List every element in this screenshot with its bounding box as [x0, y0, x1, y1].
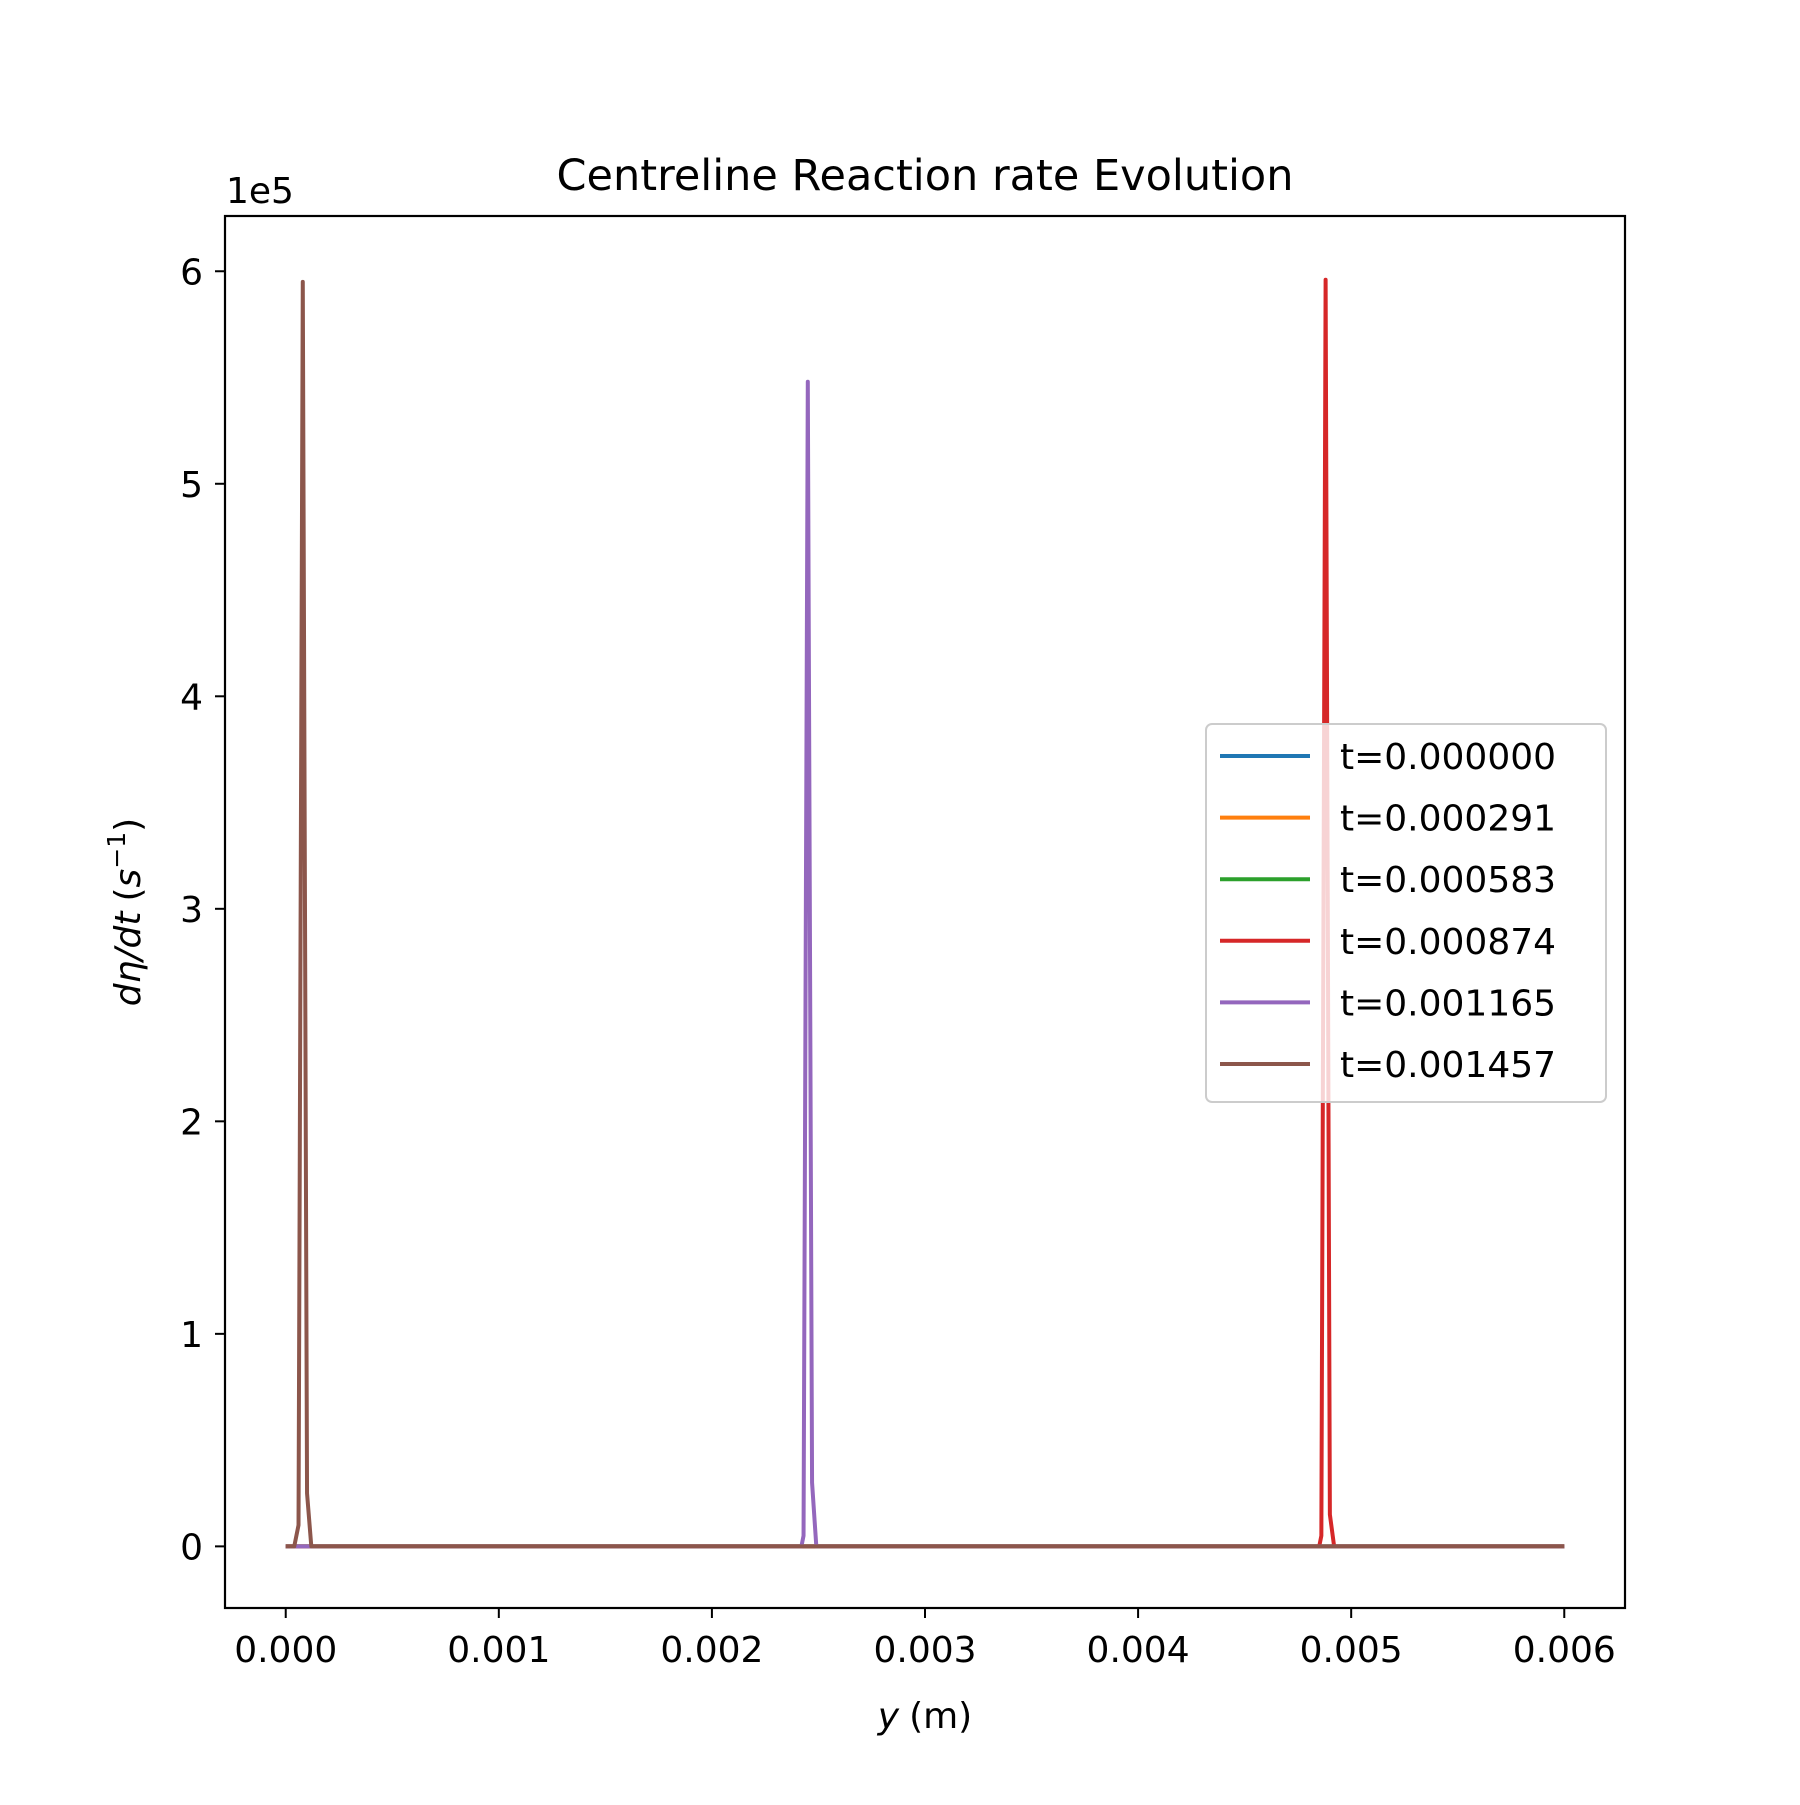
- y-axis-unit-exponent: −1: [102, 832, 131, 869]
- legend: t=0.000000 t=0.000291 t=0.000583 t=0.000874…: [1205, 723, 1607, 1103]
- x-tick-label: 0.003: [873, 1630, 976, 1671]
- x-tick-label: 0.004: [1087, 1630, 1190, 1671]
- y-tick-label: 2: [180, 1102, 203, 1143]
- legend-label: t=0.000291: [1340, 799, 1556, 840]
- series-line-6: [285, 279, 1565, 1549]
- y-tick-label: 0: [180, 1527, 203, 1568]
- y-axis-variable: dη/dt: [108, 910, 149, 1007]
- y-axis-unit-base: s: [108, 869, 149, 888]
- legend-label: t=0.001165: [1340, 983, 1556, 1024]
- x-tick-label: 0.002: [660, 1630, 763, 1671]
- y-tick-label: 5: [180, 465, 203, 506]
- x-axis-unit: (m): [909, 1696, 972, 1737]
- legend-label: t=0.000874: [1340, 922, 1556, 963]
- x-tick-label: 0.000: [234, 1630, 337, 1671]
- chart-title: Centreline Reaction rate Evolution: [557, 151, 1294, 201]
- x-axis-title: y (m): [877, 1696, 972, 1737]
- legend-label: t=0.000000: [1340, 737, 1556, 778]
- legend-entries: t=0.000000 t=0.000291 t=0.000583 t=0.000874…: [1220, 737, 1556, 1086]
- y-tick-label: 4: [180, 677, 203, 718]
- legend-label: t=0.000583: [1340, 860, 1556, 901]
- x-axis-variable: y: [877, 1696, 900, 1737]
- y-axis-unit-close: ): [108, 818, 149, 832]
- x-tick-label: 0.005: [1300, 1630, 1403, 1671]
- y-offset-label: 1e5: [226, 171, 294, 212]
- legend-label: t=0.001457: [1340, 1045, 1556, 1086]
- x-tick-label: 0.006: [1513, 1630, 1616, 1671]
- y-tick-label: 3: [180, 890, 203, 931]
- series-group: [285, 277, 1565, 1549]
- y-axis-title: dη/dt (s−1): [102, 818, 149, 1006]
- y-axis-unit-open: (: [108, 887, 149, 901]
- x-axis: 0.000 0.001 0.002 0.003 0.004 0.005 0.006: [234, 1608, 1616, 1671]
- y-axis: 0 1 2 3 4 5 6: [180, 252, 225, 1568]
- y-tick-label: 1: [180, 1315, 203, 1356]
- y-tick-label: 6: [180, 252, 203, 293]
- x-tick-label: 0.001: [447, 1630, 550, 1671]
